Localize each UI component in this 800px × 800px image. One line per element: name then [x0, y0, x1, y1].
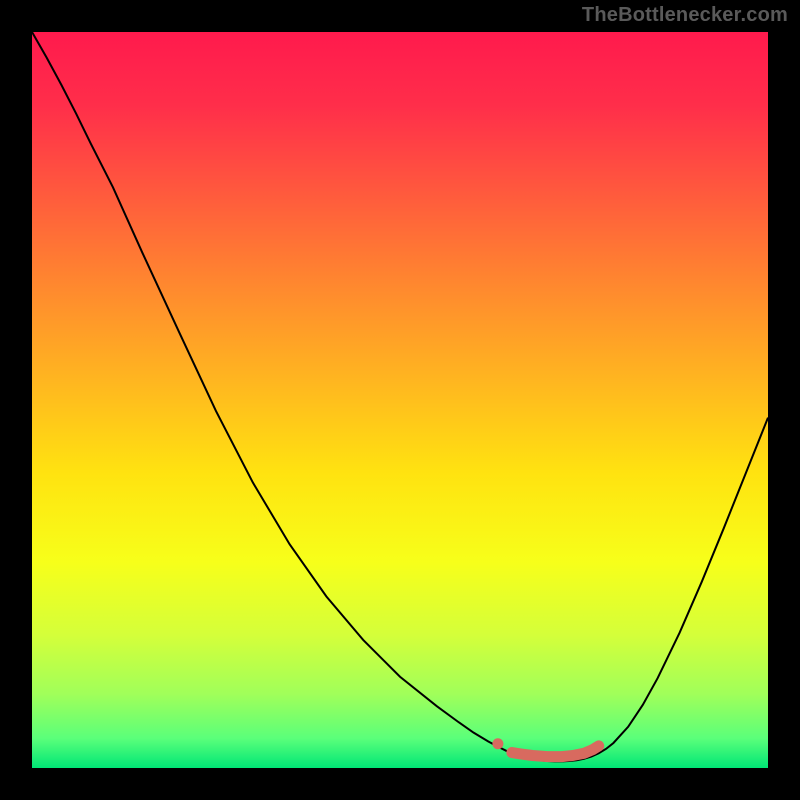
- optimal-range-band: [512, 746, 599, 757]
- attribution-text: TheBottlenecker.com: [582, 4, 788, 27]
- current-config-marker: [492, 738, 503, 749]
- curve-layer: [32, 32, 768, 768]
- plot-area: [32, 32, 768, 768]
- bottleneck-curve: [32, 32, 768, 761]
- chart-container: TheBottlenecker.com: [0, 0, 800, 800]
